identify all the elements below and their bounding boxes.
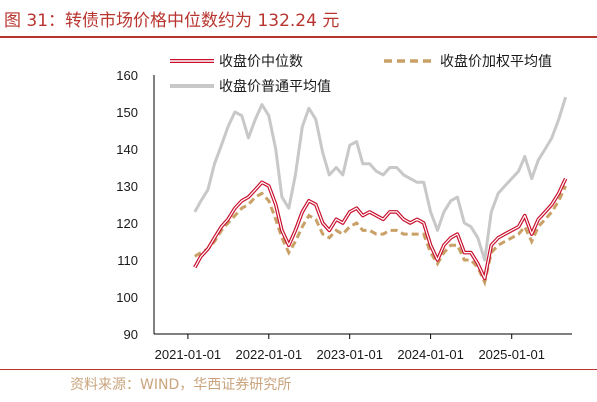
legend-item-weighted: 收盘价加权平均值 bbox=[384, 53, 552, 70]
y-tick-label: 130 bbox=[116, 179, 138, 194]
legend-item-ordinary: 收盘价普通平均值 bbox=[170, 78, 331, 95]
legend-label-weighted: 收盘价加权平均值 bbox=[440, 53, 552, 70]
series-layer bbox=[193, 96, 568, 287]
series-line-weighted bbox=[194, 185, 567, 287]
x-tick-label: 2024-01-01 bbox=[397, 347, 464, 362]
y-tick-label: 140 bbox=[116, 142, 138, 157]
y-tick-label: 100 bbox=[116, 290, 138, 305]
y-tick-label: 160 bbox=[116, 68, 138, 83]
y-tick-label: 120 bbox=[116, 216, 138, 231]
x-tick-label: 2025-01-01 bbox=[478, 347, 545, 362]
x-tick-label: 2022-01-01 bbox=[236, 347, 303, 362]
x-tick-label: 2021-01-01 bbox=[155, 347, 222, 362]
series-line-median bbox=[193, 177, 568, 281]
x-tick-label: 2023-01-01 bbox=[316, 347, 383, 362]
legend-label-ordinary: 收盘价普通平均值 bbox=[219, 78, 331, 95]
source-note: 资料来源：WIND，华西证券研究所 bbox=[70, 377, 292, 393]
source-rule bbox=[0, 369, 597, 370]
title-rule bbox=[0, 36, 597, 38]
line-chart: 90 100 110 120 130 140 150 160 2021-01-01 2022-0… bbox=[116, 53, 572, 362]
y-tick-label: 90 bbox=[124, 327, 138, 342]
y-tick-label: 110 bbox=[117, 253, 138, 268]
y-axis-ticks: 90 100 110 120 130 140 150 160 bbox=[116, 68, 138, 342]
y-tick-label: 150 bbox=[116, 105, 138, 120]
series-line-ordinary bbox=[193, 96, 568, 262]
legend-label-median: 收盘价中位数 bbox=[219, 53, 303, 70]
x-axis-ticks: 2021-01-01 2022-01-01 2023-01-01 2024-01-01… bbox=[155, 334, 545, 362]
legend: 收盘价中位数 收盘价加权平均值 收盘价普通平均值 bbox=[170, 53, 552, 95]
series-line-median-inner bbox=[194, 178, 567, 280]
figure-title: 图 31：转债市场价格中位数约为 132.24 元 bbox=[4, 11, 340, 31]
legend-item-median: 收盘价中位数 bbox=[170, 53, 303, 70]
